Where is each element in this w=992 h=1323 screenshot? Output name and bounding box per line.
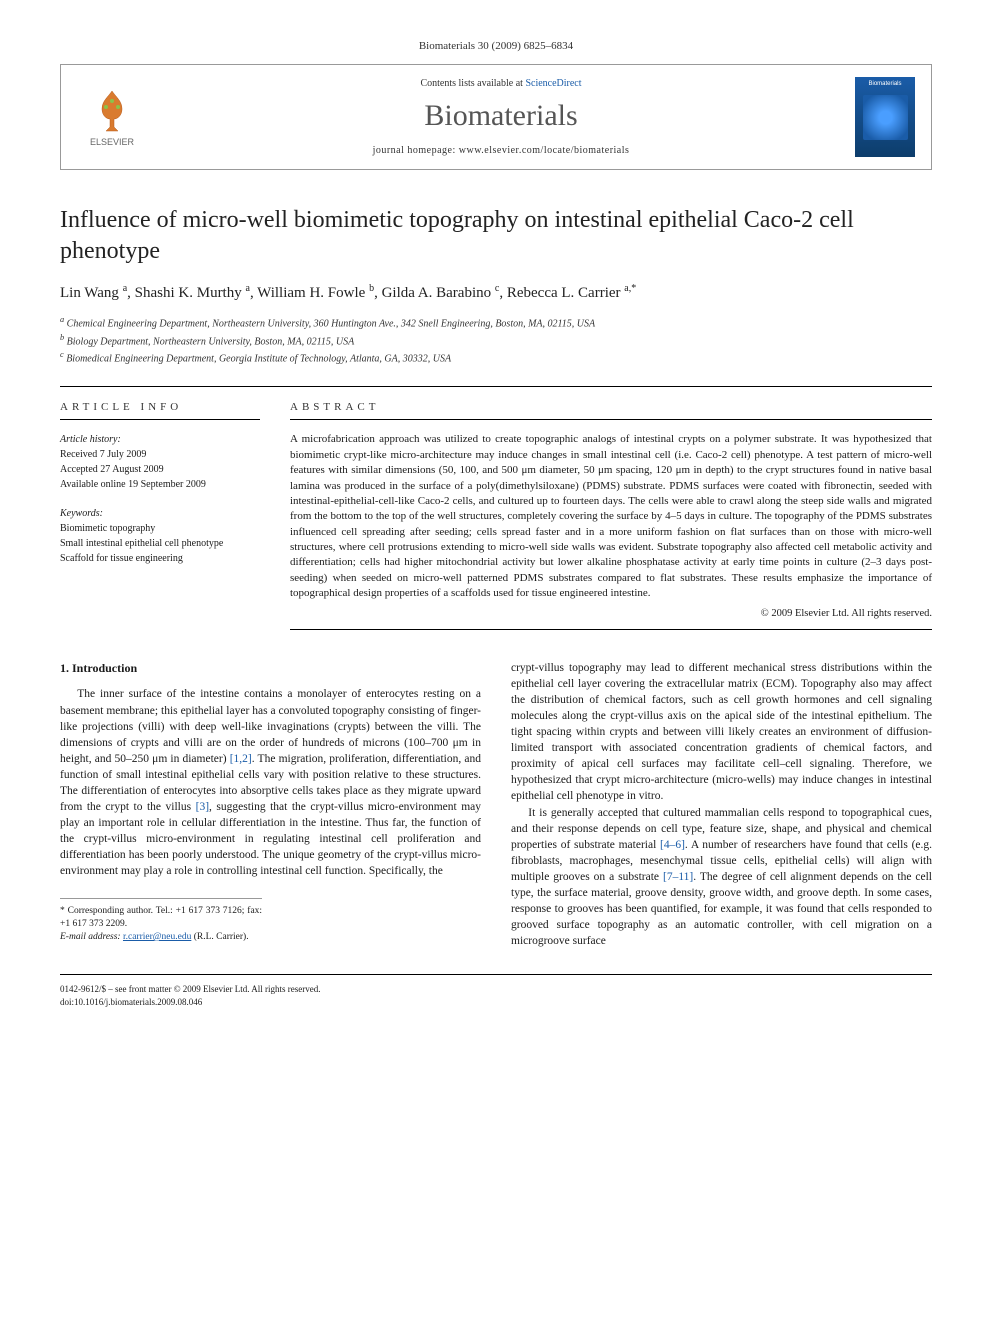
keyword-item: Scaffold for tissue engineering	[60, 551, 260, 566]
corr-email-link[interactable]: r.carrier@neu.edu	[123, 932, 191, 942]
footer-line1: 0142-9612/$ – see front matter © 2009 El…	[60, 983, 932, 996]
journal-header-box: ELSEVIER Contents lists available at Sci…	[60, 64, 932, 170]
online-date: Available online 19 September 2009	[60, 477, 260, 492]
header-center: Contents lists available at ScienceDirec…	[147, 78, 855, 156]
homepage-line: journal homepage: www.elsevier.com/locat…	[147, 145, 855, 156]
contents-prefix: Contents lists available at	[420, 78, 525, 89]
copyright-line: © 2009 Elsevier Ltd. All rights reserved…	[290, 608, 932, 630]
body-column-right: crypt-villus topography may lead to diff…	[511, 660, 932, 950]
journal-cover-thumbnail: Biomaterials	[855, 77, 915, 157]
article-title: Influence of micro-well biomimetic topog…	[60, 205, 932, 267]
corresponding-author-block: * Corresponding author. Tel.: +1 617 373…	[60, 898, 262, 945]
homepage-url: www.elsevier.com/locate/biomaterials	[459, 145, 630, 156]
header-citation: Biomaterials 30 (2009) 6825–6834	[60, 40, 932, 52]
sciencedirect-link[interactable]: ScienceDirect	[525, 78, 581, 89]
keywords-label: Keywords:	[60, 506, 260, 521]
ref-link-4-6[interactable]: [4–6]	[660, 839, 685, 851]
footer-doi: doi:10.1016/j.biomaterials.2009.08.046	[60, 996, 932, 1009]
accepted-date: Accepted 27 August 2009	[60, 462, 260, 477]
keyword-item: Biomimetic topography	[60, 521, 260, 536]
elsevier-tree-icon	[88, 87, 136, 135]
contents-line: Contents lists available at ScienceDirec…	[147, 78, 855, 89]
keywords-block: Keywords: Biomimetic topographySmall int…	[60, 506, 260, 566]
intro-paragraph-1: The inner surface of the intestine conta…	[60, 686, 481, 879]
article-info-column: ARTICLE INFO Article history: Received 7…	[60, 401, 260, 629]
intro-paragraph-2: It is generally accepted that cultured m…	[511, 805, 932, 950]
corr-author-line1: * Corresponding author. Tel.: +1 617 373…	[60, 905, 262, 932]
journal-name: Biomaterials	[147, 99, 855, 133]
corr-author-line2: E-mail address: r.carrier@neu.edu (R.L. …	[60, 931, 262, 944]
article-history-block: Article history: Received 7 July 2009 Ac…	[60, 432, 260, 492]
abstract-heading: ABSTRACT	[290, 401, 932, 420]
email-prefix: E-mail address:	[60, 932, 123, 942]
homepage-prefix: journal homepage:	[373, 145, 459, 156]
abstract-column: ABSTRACT A microfabrication approach was…	[290, 401, 932, 629]
intro-paragraph-1-continued: crypt-villus topography may lead to diff…	[511, 660, 932, 805]
affiliations: a Chemical Engineering Department, North…	[60, 314, 932, 366]
ref-link-1-2[interactable]: [1,2]	[230, 753, 252, 765]
affiliation-line: c Biomedical Engineering Department, Geo…	[60, 349, 932, 366]
affiliation-line: a Chemical Engineering Department, North…	[60, 314, 932, 331]
cover-label: Biomaterials	[868, 81, 901, 87]
cover-image	[863, 95, 908, 140]
history-label: Article history:	[60, 432, 260, 447]
elsevier-text: ELSEVIER	[90, 137, 134, 147]
authors-list: Lin Wang a, Shashi K. Murthy a, William …	[60, 283, 932, 302]
ref-link-3[interactable]: [3]	[196, 801, 209, 813]
page-footer: 0142-9612/$ – see front matter © 2009 El…	[60, 974, 932, 1008]
introduction-heading: 1. Introduction	[60, 660, 481, 677]
keyword-item: Small intestinal epithelial cell phenoty…	[60, 536, 260, 551]
article-info-heading: ARTICLE INFO	[60, 401, 260, 420]
ref-link-7-11[interactable]: [7–11]	[663, 871, 693, 883]
elsevier-logo: ELSEVIER	[77, 82, 147, 152]
body-column-left: 1. Introduction The inner surface of the…	[60, 660, 481, 950]
email-suffix: (R.L. Carrier).	[191, 932, 248, 942]
affiliation-line: b Biology Department, Northeastern Unive…	[60, 332, 932, 349]
abstract-text: A microfabrication approach was utilized…	[290, 432, 932, 601]
received-date: Received 7 July 2009	[60, 447, 260, 462]
